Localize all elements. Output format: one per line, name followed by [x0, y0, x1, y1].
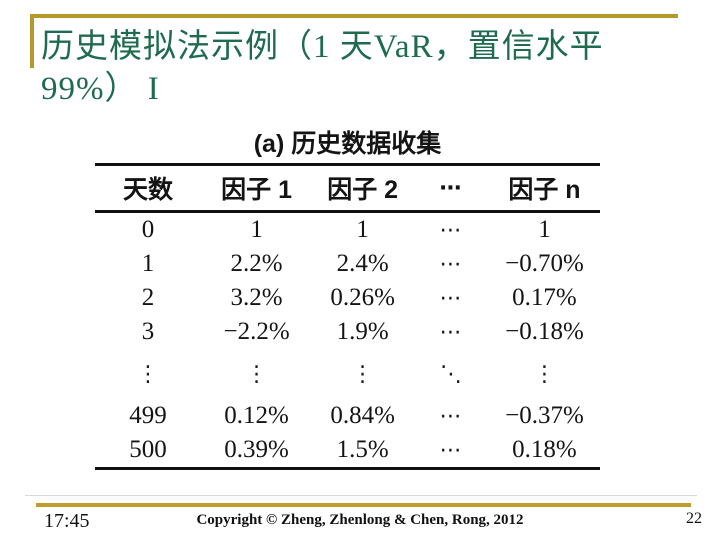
- footer-accent-line: [36, 503, 691, 507]
- slide-title-line2: 99%） I: [41, 71, 160, 107]
- table-caption: (a) 历史数据收集: [253, 130, 442, 158]
- table-row-day-2: 2 3.2% 0.26% ⋯ 0.17%: [95, 281, 600, 315]
- table-cell: 0.17%: [512, 284, 577, 311]
- historical-data-table-block: (a) 历史数据收集 天数 因子 1 因子 2 ⋯ 因子 n: [95, 128, 600, 470]
- table-cell: −0.70%: [505, 250, 584, 277]
- table-row-day-500: 500 0.39% 1.5% ⋯ 0.18%: [95, 433, 600, 469]
- table-cell: 3.2%: [230, 284, 283, 311]
- slide-title: 历史模拟法示例（1 天VaR，置信水平 99%） I: [41, 26, 691, 110]
- table-cell: 0: [141, 216, 155, 243]
- table-cell-vdots: ⋮: [351, 361, 374, 387]
- table-cell: 0.18%: [512, 436, 577, 463]
- table-cell-ellipsis: ⋯: [439, 285, 463, 311]
- table-row-day-1: 1 2.2% 2.4% ⋯ −0.70%: [95, 247, 600, 281]
- footer-page-number: 22: [686, 510, 702, 527]
- table-cell-vdots: ⋮: [245, 361, 268, 387]
- table-cell: 1.9%: [336, 318, 389, 345]
- footer-hairline: [25, 495, 697, 496]
- footer-copyright: Copyright © Zheng, Zhenlong & Chen, Rong…: [196, 512, 524, 528]
- table-cell-ellipsis: ⋯: [439, 437, 463, 463]
- table-cell: 499: [129, 402, 167, 429]
- table-cell: 500: [129, 436, 167, 463]
- column-header-days: 天数: [95, 164, 202, 213]
- table-cell: 0.39%: [224, 436, 289, 463]
- table-cell-vdots: ⋮: [533, 361, 556, 387]
- column-header-ellipsis: ⋯: [413, 164, 489, 213]
- table-cell-ddots: ⋱: [440, 361, 463, 387]
- table-row-vertical-ellipsis: ⋮ ⋮ ⋮ ⋱ ⋮: [95, 349, 600, 399]
- slide-title-line1: 历史模拟法示例（1 天VaR，置信水平: [41, 29, 604, 65]
- table-cell: 2.2%: [230, 250, 283, 277]
- column-header-factor-n: 因子 n: [488, 164, 600, 213]
- table-cell-ellipsis: ⋯: [439, 251, 463, 277]
- table-cell: 1: [141, 250, 155, 277]
- table-cell: −2.2%: [223, 318, 290, 345]
- footer-time: 17:45: [44, 510, 90, 532]
- table-cell: 2.4%: [336, 250, 389, 277]
- table-row-day-3: 3 −2.2% 1.9% ⋯ −0.18%: [95, 315, 600, 349]
- table-header-row: 天数 因子 1 因子 2 ⋯ 因子 n: [95, 164, 600, 213]
- table-cell-vdots: ⋮: [137, 361, 160, 387]
- table-cell: 0.12%: [224, 402, 289, 429]
- table-cell-ellipsis: ⋯: [439, 319, 463, 345]
- column-header-factor-1: 因子 1: [201, 164, 313, 213]
- table-cell-ellipsis: ⋯: [439, 403, 463, 429]
- column-header-factor-2: 因子 2: [312, 164, 414, 213]
- table-cell-ellipsis: ⋯: [439, 217, 463, 243]
- table-row-day-0: 0 1 1 ⋯ 1: [95, 212, 600, 248]
- table-cell: −0.18%: [505, 318, 584, 345]
- table-cell: 0.26%: [330, 284, 395, 311]
- table-cell: 3: [141, 318, 155, 345]
- historical-data-table: 天数 因子 1 因子 2 ⋯ 因子 n 0 1 1 ⋯ 1 1 2.2%: [95, 163, 600, 470]
- table-cell: 1: [250, 216, 263, 243]
- title-accent-bar-left: [30, 14, 34, 68]
- table-cell: 1.5%: [336, 436, 389, 463]
- table-row-day-499: 499 0.12% 0.84% ⋯ −0.37%: [95, 399, 600, 433]
- table-cell: 2: [141, 284, 155, 311]
- table-cell: 1: [538, 216, 551, 243]
- table-cell: 0.84%: [330, 402, 395, 429]
- table-cell: −0.37%: [505, 402, 584, 429]
- table-cell: 1: [356, 216, 369, 243]
- title-accent-line-top: [30, 14, 678, 18]
